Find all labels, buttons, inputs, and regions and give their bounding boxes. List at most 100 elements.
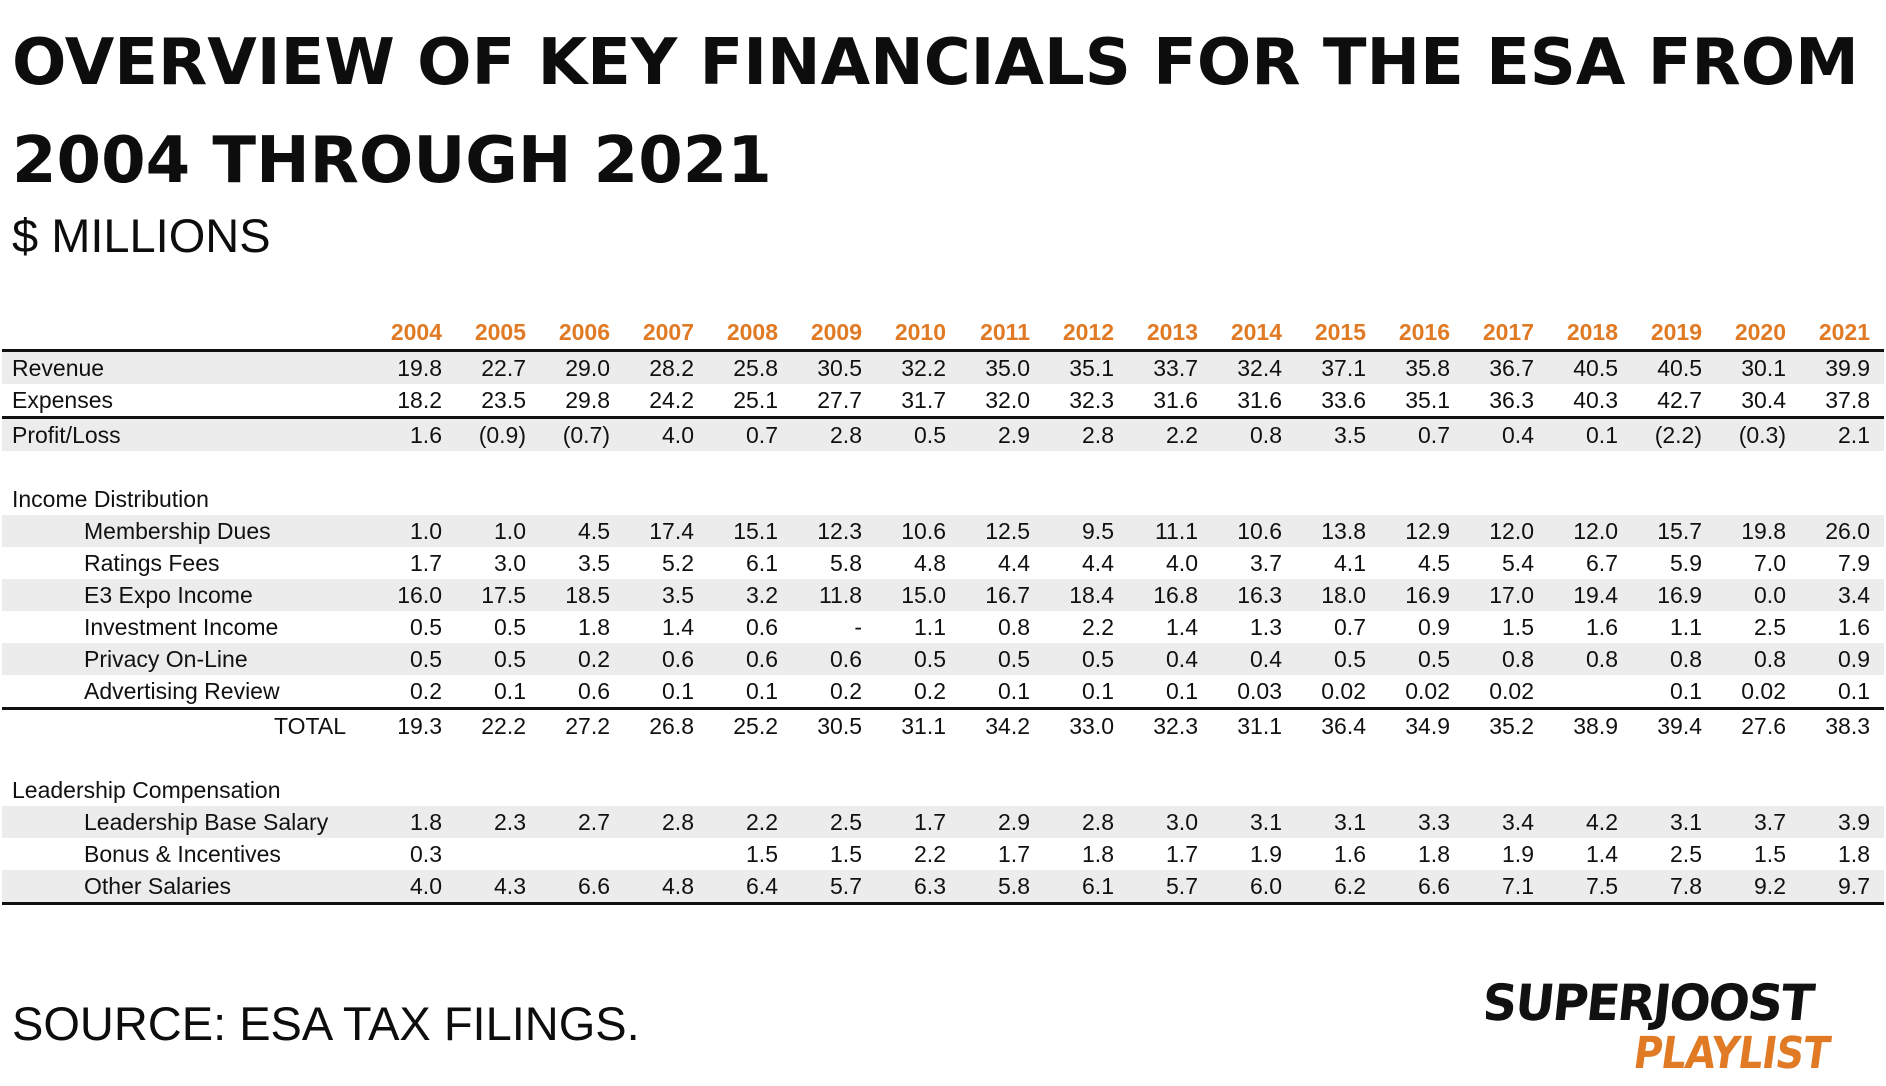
cell-advertising-review-2021: 0.1 bbox=[1800, 675, 1884, 710]
cell-revenue-2020: 30.1 bbox=[1716, 350, 1800, 384]
row-label: Leadership Base Salary bbox=[2, 806, 372, 838]
cell-e3-expo-income-2008: 3.2 bbox=[708, 579, 792, 611]
cell-expenses-2019: 42.7 bbox=[1632, 384, 1716, 419]
source-note: SOURCE: ESA TAX FILINGS. bbox=[12, 997, 640, 1050]
cell-other-salaries-2016: 6.6 bbox=[1380, 870, 1464, 905]
cell-profit-loss-2018: 0.1 bbox=[1548, 417, 1632, 451]
cell-e3-expo-income-2012: 18.4 bbox=[1044, 579, 1128, 611]
cell-total-2010: 31.1 bbox=[901, 713, 946, 739]
year-header-2021: 2021 bbox=[1800, 315, 1884, 352]
cell-privacy-on-line-2008: 0.6 bbox=[708, 643, 792, 675]
cell-ratings-fees-2004: 1.7 bbox=[410, 550, 442, 576]
cell-profit-loss-2017: 0.4 bbox=[1464, 417, 1548, 451]
cell-other-salaries-2018: 7.5 bbox=[1548, 870, 1632, 905]
cell-bonus-incentives-2016: 1.8 bbox=[1418, 841, 1450, 867]
table-row-total: TOTAL 19.3 22.2 27.2 26.8 25.2 30.5 31.1 34.2 33.… bbox=[2, 709, 1884, 743]
cell-leadership-base-salary-2010: 1.7 bbox=[876, 806, 960, 838]
cell-expenses-2009: 27.7 bbox=[792, 384, 876, 419]
table-row-membership-dues: Membership Dues 1.0 1.0 4.5 17.4 15.1 12.3 10.6… bbox=[2, 515, 1884, 547]
cell-privacy-on-line-2016: 0.5 bbox=[1380, 643, 1464, 675]
cell-bonus-incentives-2009: 1.5 bbox=[830, 841, 862, 867]
cell-revenue-2012: 35.1 bbox=[1044, 350, 1128, 384]
year-header-2013: 2013 bbox=[1128, 315, 1212, 352]
cell-membership-dues-2015: 13.8 bbox=[1296, 515, 1380, 547]
cell-investment-income-2006: 1.8 bbox=[578, 614, 610, 640]
spacer-row bbox=[2, 451, 1884, 483]
cell-total-2007: 26.8 bbox=[649, 713, 694, 739]
cell-other-salaries-2012: 6.1 bbox=[1044, 870, 1128, 905]
cell-other-salaries-2008: 6.4 bbox=[708, 870, 792, 905]
year-header-row: 2004 2005 2006 2007 2008 2009 2010 2011 2012 2013… bbox=[2, 315, 1884, 352]
cell-investment-income-2020: 2.5 bbox=[1754, 614, 1786, 640]
cell-membership-dues-2009: 12.3 bbox=[792, 515, 876, 547]
year-header-2014: 2014 bbox=[1212, 315, 1296, 352]
cell-ratings-fees-2013: 4.0 bbox=[1166, 550, 1198, 576]
cell-bonus-incentives-2010: 2.2 bbox=[914, 841, 946, 867]
header-label-cell bbox=[2, 315, 372, 352]
cell-e3-expo-income-2009: 11.8 bbox=[792, 579, 876, 611]
row-label: Privacy On-Line bbox=[2, 643, 372, 675]
cell-other-salaries-2005: 4.3 bbox=[456, 870, 540, 905]
row-label: Investment Income bbox=[84, 614, 279, 640]
financials-table: 2004 2005 2006 2007 2008 2009 2010 2011 2012 2013… bbox=[2, 315, 1884, 905]
cell-expenses-2006: 29.8 bbox=[540, 384, 624, 419]
year-header-2010: 2010 bbox=[876, 315, 960, 352]
cell-bonus-incentives-2014: 1.9 bbox=[1250, 841, 1282, 867]
cell-leadership-base-salary-2015: 3.1 bbox=[1296, 806, 1380, 838]
cell-privacy-on-line-2007: 0.6 bbox=[624, 643, 708, 675]
year-header-2017: 2017 bbox=[1464, 315, 1548, 352]
cell-membership-dues-2007: 17.4 bbox=[624, 515, 708, 547]
table-row-ratings-fees: Ratings Fees 1.7 3.0 3.5 5.2 6.1 5.8 4.8 4.4 4.4 4… bbox=[2, 547, 1884, 579]
cell-other-salaries-2015: 6.2 bbox=[1296, 870, 1380, 905]
cell-advertising-review-2010: 0.2 bbox=[876, 675, 960, 710]
cell-advertising-review-2009: 0.2 bbox=[792, 675, 876, 710]
table-row-privacy-on-line: Privacy On-Line 0.5 0.5 0.2 0.6 0.6 0.6 0.5 0.5 0… bbox=[2, 643, 1884, 675]
cell-membership-dues-2019: 15.7 bbox=[1632, 515, 1716, 547]
cell-privacy-on-line-2009: 0.6 bbox=[792, 643, 876, 675]
cell-bonus-incentives-2004: 0.3 bbox=[410, 841, 442, 867]
cell-privacy-on-line-2020: 0.8 bbox=[1716, 643, 1800, 675]
table-row-investment-income: Investment Income 0.5 0.5 1.8 1.4 0.6 - 1.1 0.8 2… bbox=[2, 611, 1884, 643]
cell-total-2009: 30.5 bbox=[817, 713, 862, 739]
cell-membership-dues-2012: 9.5 bbox=[1044, 515, 1128, 547]
cell-other-salaries-2009: 5.7 bbox=[792, 870, 876, 905]
cell-membership-dues-2017: 12.0 bbox=[1464, 515, 1548, 547]
cell-investment-income-2014: 1.3 bbox=[1250, 614, 1282, 640]
year-header-2016: 2016 bbox=[1380, 315, 1464, 352]
row-label: E3 Expo Income bbox=[2, 579, 372, 611]
cell-profit-loss-2021: 2.1 bbox=[1800, 417, 1884, 451]
cell-expenses-2018: 40.3 bbox=[1548, 384, 1632, 419]
cell-bonus-incentives-2008: 1.5 bbox=[746, 841, 778, 867]
cell-advertising-review-2014: 0.03 bbox=[1212, 675, 1296, 710]
cell-revenue-2016: 35.8 bbox=[1380, 350, 1464, 384]
cell-investment-income-2016: 0.9 bbox=[1418, 614, 1450, 640]
table-row-leadership-base-salary: Leadership Base Salary 1.8 2.3 2.7 2.8 2.2 2.5… bbox=[2, 806, 1884, 838]
cell-advertising-review-2007: 0.1 bbox=[624, 675, 708, 710]
cell-profit-loss-2006: (0.7) bbox=[540, 417, 624, 451]
cell-advertising-review-2004: 0.2 bbox=[372, 675, 456, 710]
cell-membership-dues-2010: 10.6 bbox=[876, 515, 960, 547]
spacer-cell bbox=[2, 451, 1884, 483]
cell-leadership-base-salary-2012: 2.8 bbox=[1044, 806, 1128, 838]
cell-bonus-incentives-2013: 1.7 bbox=[1166, 841, 1198, 867]
cell-leadership-base-salary-2006: 2.7 bbox=[540, 806, 624, 838]
cell-revenue-2005: 22.7 bbox=[456, 350, 540, 384]
cell-ratings-fees-2007: 5.2 bbox=[662, 550, 694, 576]
logo-line1: SUPERJOOST bbox=[1486, 973, 1817, 1032]
cell-e3-expo-income-2006: 18.5 bbox=[540, 579, 624, 611]
cell-revenue-2009: 30.5 bbox=[792, 350, 876, 384]
cell-investment-income-2007: 1.4 bbox=[662, 614, 694, 640]
cell-expenses-2012: 32.3 bbox=[1044, 384, 1128, 419]
logo-line2: PLAYLIST bbox=[1630, 1028, 1833, 1078]
year-header-2006: 2006 bbox=[540, 315, 624, 352]
page-title: OVERVIEW OF KEY FINANCIALS FOR THE ESA F… bbox=[12, 26, 1859, 198]
cell-bonus-incentives-2021: 1.8 bbox=[1838, 841, 1870, 867]
year-header-2015: 2015 bbox=[1296, 315, 1380, 352]
year-header-2008: 2008 bbox=[708, 315, 792, 352]
cell-profit-loss-2011: 2.9 bbox=[960, 417, 1044, 451]
year-header-2009: 2009 bbox=[792, 315, 876, 352]
cell-leadership-base-salary-2020: 3.7 bbox=[1716, 806, 1800, 838]
cell-profit-loss-2008: 0.7 bbox=[708, 417, 792, 451]
cell-expenses-2017: 36.3 bbox=[1464, 384, 1548, 419]
cell-total-2006: 27.2 bbox=[565, 713, 610, 739]
